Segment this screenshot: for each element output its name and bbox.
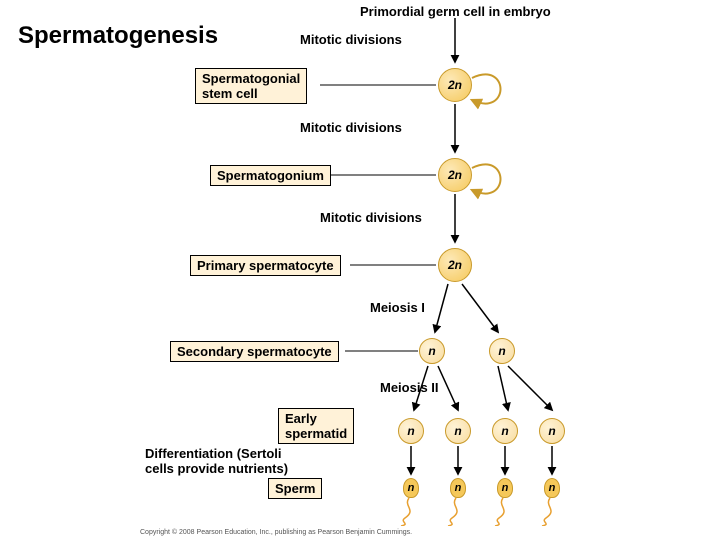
- meiosis-1-label: Meiosis I: [370, 300, 425, 315]
- sperm-1: n: [403, 478, 419, 498]
- spermatogonium-box: Spermatogonium: [210, 165, 331, 186]
- primary-box: Primary spermatocyte: [190, 255, 341, 276]
- mitotic-2-label: Mitotic divisions: [300, 120, 402, 135]
- sperm-head: n: [403, 478, 419, 498]
- connector-arrows: [0, 0, 720, 540]
- mitotic-3-label: Mitotic divisions: [320, 210, 422, 225]
- primary-cell: 2n: [438, 248, 472, 282]
- spermatid-3: n: [492, 418, 518, 444]
- mitotic-1-label: Mitotic divisions: [300, 32, 402, 47]
- sperm-head: n: [544, 478, 560, 498]
- sperm-box: Sperm: [268, 478, 322, 499]
- secondary-cell-1: n: [419, 338, 445, 364]
- primordial-label: Primordial germ cell in embryo: [360, 4, 551, 19]
- secondary-box: Secondary spermatocyte: [170, 341, 339, 362]
- stem-cell-box: Spermatogonial stem cell: [195, 68, 307, 104]
- spermatid-2: n: [445, 418, 471, 444]
- diagram-title: Spermatogenesis: [18, 22, 218, 50]
- secondary-cell-2: n: [489, 338, 515, 364]
- sperm-head: n: [450, 478, 466, 498]
- differentiation-label: Differentiation (Sertoli cells provide n…: [145, 446, 288, 476]
- spermatid-box: Early spermatid: [278, 408, 354, 444]
- spermatogonium-cell: 2n: [438, 158, 472, 192]
- spermatid-4: n: [539, 418, 565, 444]
- spermatid-1: n: [398, 418, 424, 444]
- sperm-3: n: [497, 478, 513, 498]
- sperm-2: n: [450, 478, 466, 498]
- meiosis-2-label: Meiosis II: [380, 380, 439, 395]
- sperm-4: n: [544, 478, 560, 498]
- stem-cell: 2n: [438, 68, 472, 102]
- sperm-head: n: [497, 478, 513, 498]
- copyright-text: Copyright © 2008 Pearson Education, Inc.…: [140, 529, 412, 536]
